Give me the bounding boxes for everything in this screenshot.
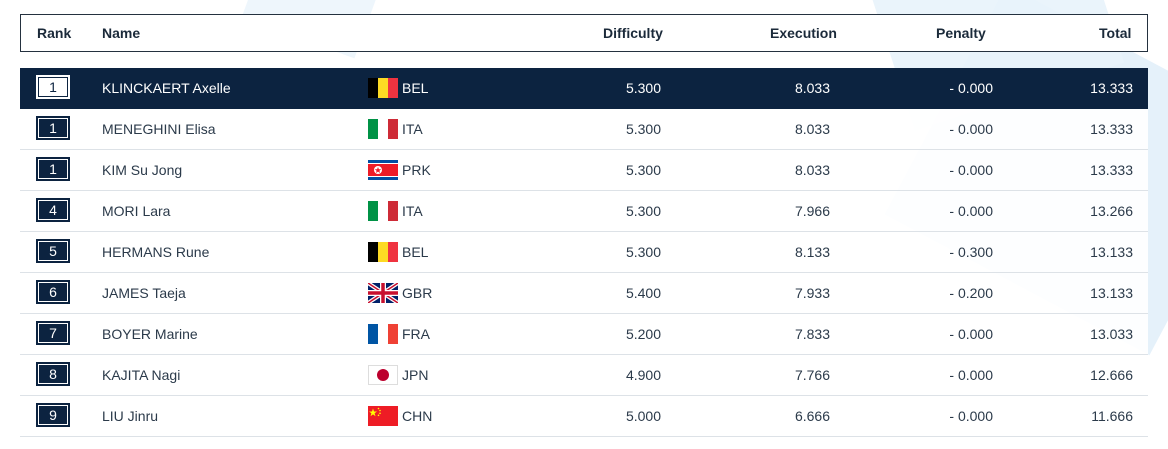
rank-badge: 7 bbox=[36, 321, 70, 345]
header-execution: Execution bbox=[770, 25, 837, 41]
execution-score: 7.966 bbox=[794, 203, 830, 219]
table-row[interactable]: 4 MORI Lara ITA 5.300 7.966 - 0.000 13.2… bbox=[20, 191, 1148, 232]
country-code: BEL bbox=[402, 80, 429, 96]
total-score: 13.266 bbox=[1090, 203, 1133, 219]
difficulty-score: 4.900 bbox=[625, 367, 661, 383]
athlete-name: LIU Jinru bbox=[102, 408, 159, 424]
penalty-score: - 0.000 bbox=[949, 121, 993, 137]
athlete-name: KLINCKAERT Axelle bbox=[102, 80, 231, 96]
penalty-score: - 0.000 bbox=[949, 203, 993, 219]
country-code: PRK bbox=[402, 162, 431, 178]
execution-score: 6.666 bbox=[794, 408, 830, 424]
total-score: 13.333 bbox=[1090, 80, 1133, 96]
penalty-score: - 0.300 bbox=[949, 244, 993, 260]
country-code: BEL bbox=[402, 244, 429, 260]
difficulty-score: 5.000 bbox=[625, 408, 661, 424]
header-name: Name bbox=[102, 25, 141, 41]
athlete-name: KIM Su Jong bbox=[102, 162, 183, 178]
prk-flag-icon bbox=[368, 160, 398, 180]
rank-badge: 8 bbox=[36, 362, 70, 386]
total-score: 13.333 bbox=[1090, 121, 1133, 137]
athlete-name: HERMANS Rune bbox=[102, 244, 210, 260]
gbr-flag-icon bbox=[368, 283, 398, 303]
country-code: ITA bbox=[402, 121, 423, 137]
jpn-flag-icon bbox=[368, 365, 398, 385]
rank-badge: 9 bbox=[36, 403, 70, 427]
results-table: Rank Name Difficulty Execution Penalty T… bbox=[20, 14, 1148, 437]
penalty-score: - 0.200 bbox=[949, 285, 993, 301]
execution-score: 8.033 bbox=[794, 121, 830, 137]
penalty-score: - 0.000 bbox=[949, 408, 993, 424]
country-code: JPN bbox=[402, 367, 429, 383]
athlete-name: MORI Lara bbox=[102, 203, 171, 219]
table-row[interactable]: 5 HERMANS Rune BEL 5.300 8.133 - 0.300 1… bbox=[20, 232, 1148, 273]
rank-badge: 1 bbox=[36, 157, 70, 181]
athlete-name: JAMES Taeja bbox=[102, 285, 186, 301]
total-score: 11.666 bbox=[1091, 408, 1133, 424]
athlete-name: KAJITA Nagi bbox=[102, 367, 181, 383]
table-row[interactable]: 6 JAMES Taeja GBR 5.400 7.933 - 0.200 13… bbox=[20, 273, 1148, 314]
header-difficulty: Difficulty bbox=[603, 25, 663, 41]
penalty-score: - 0.000 bbox=[949, 367, 993, 383]
difficulty-score: 5.300 bbox=[625, 244, 661, 260]
rank-badge: 1 bbox=[36, 116, 70, 140]
execution-score: 7.933 bbox=[794, 285, 830, 301]
table-row[interactable]: 1 MENEGHINI Elisa ITA 5.300 8.033 - 0.00… bbox=[20, 109, 1148, 150]
table-row[interactable]: 1 KIM Su Jong PRK 5.300 8.033 - 0.000 13… bbox=[20, 150, 1148, 191]
rank-badge: 1 bbox=[36, 75, 70, 99]
penalty-score: - 0.000 bbox=[949, 326, 993, 342]
execution-score: 8.033 bbox=[794, 162, 830, 178]
execution-score: 8.133 bbox=[794, 244, 830, 260]
header-rank: Rank bbox=[37, 25, 72, 41]
total-score: 13.133 bbox=[1090, 285, 1133, 301]
country-code: CHN bbox=[402, 408, 433, 424]
table-body: 1 KLINCKAERT Axelle BEL 5.300 8.033 - 0.… bbox=[20, 68, 1148, 437]
difficulty-score: 5.300 bbox=[625, 203, 661, 219]
rank-badge: 4 bbox=[36, 198, 70, 222]
total-score: 13.133 bbox=[1090, 244, 1133, 260]
execution-score: 7.833 bbox=[794, 326, 830, 342]
difficulty-score: 5.300 bbox=[625, 121, 661, 137]
country-code: GBR bbox=[402, 285, 433, 301]
header-total: Total bbox=[1099, 25, 1132, 41]
penalty-score: - 0.000 bbox=[949, 162, 993, 178]
table-row[interactable]: 1 KLINCKAERT Axelle BEL 5.300 8.033 - 0.… bbox=[20, 68, 1148, 109]
difficulty-score: 5.400 bbox=[625, 285, 661, 301]
country-code: ITA bbox=[402, 203, 423, 219]
table-row[interactable]: 9 LIU Jinru CHN 5.000 6.666 - 0.000 11.6… bbox=[20, 396, 1148, 437]
chn-flag-icon bbox=[368, 406, 398, 426]
table-header: Rank Name Difficulty Execution Penalty T… bbox=[20, 14, 1148, 52]
athlete-name: MENEGHINI Elisa bbox=[102, 121, 216, 137]
difficulty-score: 5.200 bbox=[625, 326, 661, 342]
bel-flag-icon bbox=[368, 242, 398, 262]
country-code: FRA bbox=[402, 326, 430, 342]
total-score: 13.333 bbox=[1090, 162, 1133, 178]
ita-flag-icon bbox=[368, 119, 398, 139]
athlete-name: BOYER Marine bbox=[102, 326, 198, 342]
ita-flag-icon bbox=[368, 201, 398, 221]
table-row[interactable]: 7 BOYER Marine FRA 5.200 7.833 - 0.000 1… bbox=[20, 314, 1148, 355]
fra-flag-icon bbox=[368, 324, 398, 344]
rank-badge: 6 bbox=[36, 280, 70, 304]
execution-score: 7.766 bbox=[794, 367, 830, 383]
bel-flag-icon bbox=[368, 78, 398, 98]
total-score: 13.033 bbox=[1090, 326, 1133, 342]
header-penalty: Penalty bbox=[936, 25, 986, 41]
difficulty-score: 5.300 bbox=[625, 80, 661, 96]
total-score: 12.666 bbox=[1090, 367, 1133, 383]
penalty-score: - 0.000 bbox=[949, 80, 993, 96]
table-row[interactable]: 8 KAJITA Nagi JPN 4.900 7.766 - 0.000 12… bbox=[20, 355, 1148, 396]
execution-score: 8.033 bbox=[794, 80, 830, 96]
difficulty-score: 5.300 bbox=[625, 162, 661, 178]
rank-badge: 5 bbox=[36, 239, 70, 263]
